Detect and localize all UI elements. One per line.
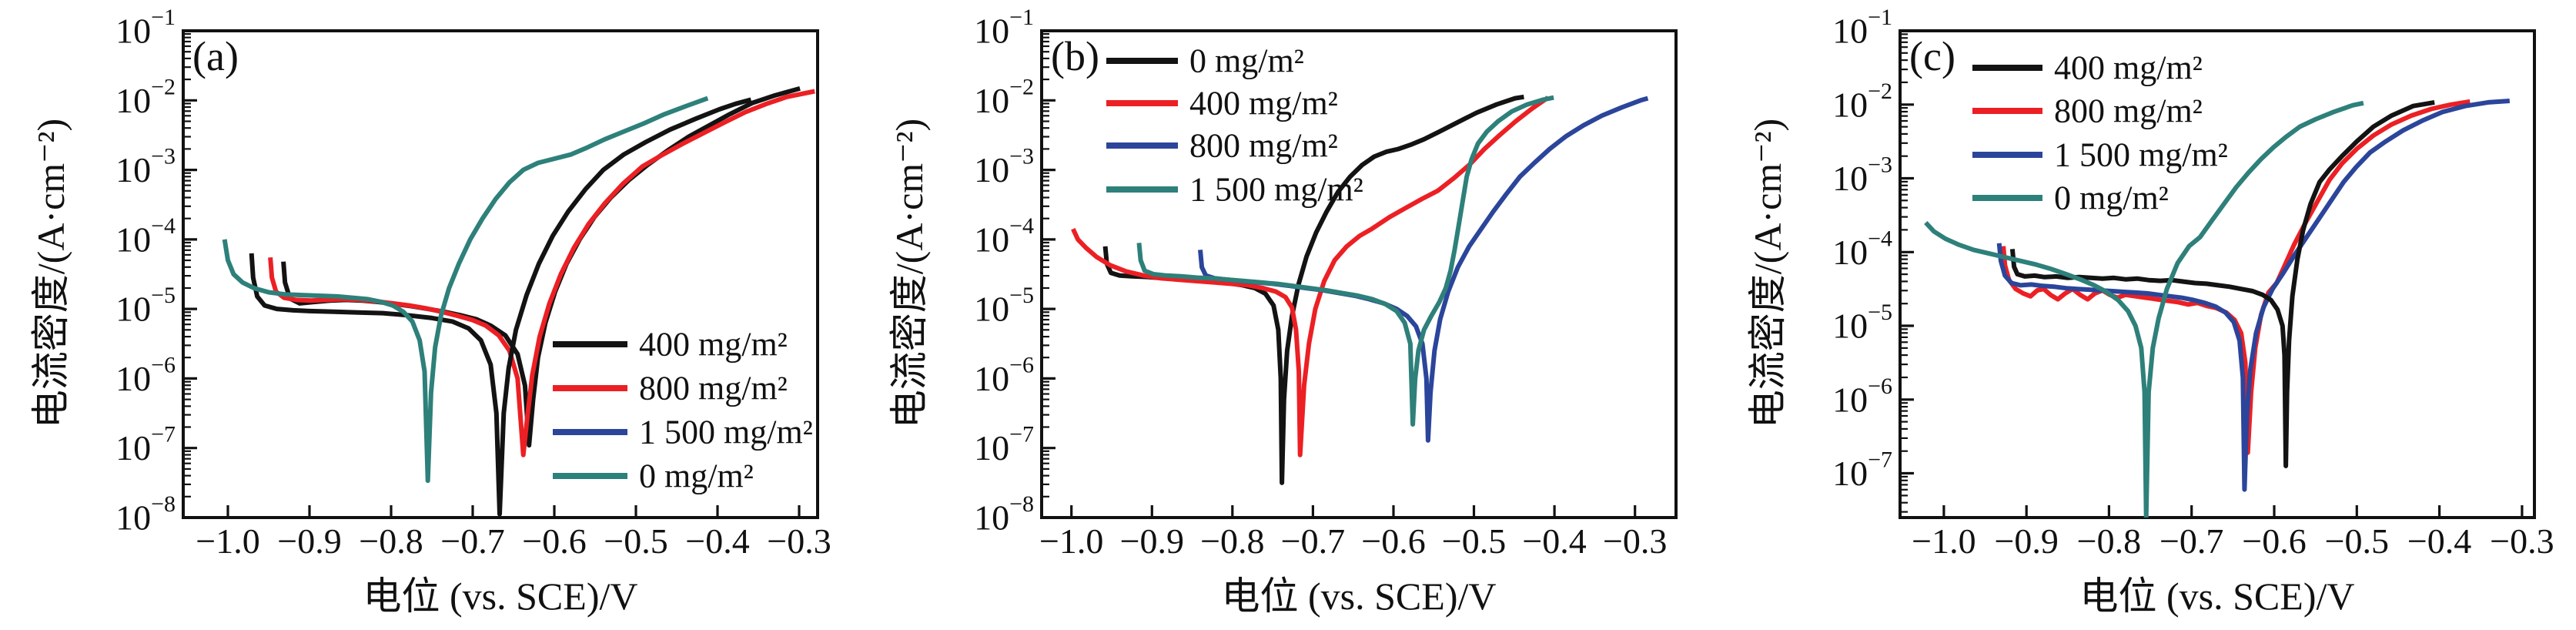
y-tick-label: 10−3: [115, 143, 176, 189]
axes: [1040, 29, 1678, 519]
x-tick-label: −0.3: [2490, 521, 2554, 561]
y-tick-label: 10−2: [974, 74, 1034, 120]
legend-label: 1 500 mg/m²: [1189, 171, 1363, 209]
y-tick-label: 10−7: [115, 421, 176, 467]
legend-label: 800 mg/m²: [2054, 92, 2203, 130]
y-tick-label: 10−1: [115, 5, 176, 51]
x-axis-label: 电位 (vs. SCE)/V: [1221, 575, 1497, 618]
curves: [1071, 94, 1649, 485]
panel-b-chart: −1.0 −0.9 −0.8 −0.7 −0.6 −0.5 −0.4 −0.3 10−1 10−2…: [974, 5, 1678, 561]
legend-label: 800 mg/m²: [639, 370, 788, 407]
y-tick-label: 10−5: [1832, 300, 1892, 346]
x-tick-label: −0.8: [1200, 521, 1264, 561]
axes: [1899, 29, 2536, 519]
legend-label: 1 500 mg/m²: [2054, 136, 2228, 174]
x-tick-label: −0.7: [2159, 521, 2223, 561]
x-tick-label: −0.6: [1361, 521, 1425, 561]
y-tick-label: 10−6: [1832, 373, 1892, 419]
panel-letter-a: (a): [192, 33, 239, 79]
y-tick-label: 10−7: [974, 421, 1034, 467]
y-tick-label: 10−8: [974, 491, 1034, 538]
panel-c-chart: −1.0 −0.9 −0.8 −0.7 −0.6 −0.5 −0.4 −0.3 10−1 10−2…: [1832, 5, 2554, 561]
y-tick-label: 10−2: [1832, 78, 1892, 124]
panel-c: −1.0 −0.9 −0.8 −0.7 −0.6 −0.5 −0.4 −0.3 10−1 10−2…: [1717, 0, 2576, 630]
x-tick-label: −0.5: [604, 521, 667, 561]
plot-frame: [182, 29, 819, 519]
y-tick-label: 10−8: [115, 491, 176, 538]
x-tick-label: −1.0: [1039, 521, 1103, 561]
x-tick-label: −1.0: [196, 521, 259, 561]
legend: 400 mg/m² 800 mg/m² 1 500 mg/m² 0 mg/m²: [553, 326, 813, 495]
legend-label: 400 mg/m²: [639, 326, 788, 364]
panel-a-chart: −1.0 −0.9 −0.8 −0.7 −0.6 −0.5 −0.4 −0.3 10−1 10−2…: [115, 5, 831, 561]
x-tick-label: −1.0: [1912, 521, 1975, 561]
x-tick-label: −0.4: [2407, 521, 2471, 561]
x-tick-label: −0.7: [440, 521, 504, 561]
panel-letter-b: (b): [1051, 33, 1099, 79]
x-tick-label: −0.9: [277, 521, 341, 561]
legend-label: 400 mg/m²: [1189, 85, 1338, 122]
y-tick-label: 10−1: [974, 5, 1034, 51]
legend-label: 400 mg/m²: [2054, 49, 2203, 87]
x-tick-label: −0.7: [1281, 521, 1345, 561]
legend: 0 mg/m² 400 mg/m² 800 mg/m² 1 500 mg/m²: [1106, 42, 1363, 209]
x-tick-label: −0.5: [2325, 521, 2389, 561]
x-tick-label: −0.8: [359, 521, 423, 561]
y-tick-label: 10−2: [115, 74, 176, 120]
panel-b: −1.0 −0.9 −0.8 −0.7 −0.6 −0.5 −0.4 −0.3 10−1 10−2…: [858, 0, 1717, 630]
x-tick-label: −0.9: [1994, 521, 2058, 561]
y-tick-label: 10−5: [974, 283, 1034, 329]
x-tick-label: −0.8: [2077, 521, 2141, 561]
y-tick-label: 10−4: [1832, 226, 1892, 272]
curves: [1924, 99, 2511, 518]
y-axis-label: 电流密度/(A·cm⁻²): [29, 118, 72, 429]
x-axis-label: 电位 (vs. SCE)/V: [2079, 575, 2355, 618]
y-tick-label: 10−1: [1832, 5, 1892, 51]
x-tick-label: −0.4: [685, 521, 749, 561]
y-tick-label: 10−5: [115, 283, 176, 329]
x-tick-label: −0.6: [2242, 521, 2306, 561]
curve-400-mg/m²: [249, 97, 752, 517]
x-tick-label: −0.9: [1120, 521, 1184, 561]
tick-labels: −1.0 −0.9 −0.8 −0.7 −0.6 −0.5 −0.4 −0.3 10−1 10−2…: [974, 5, 1667, 561]
legend-label: 0 mg/m²: [639, 457, 754, 495]
curve-0-mg/m²: [222, 96, 709, 484]
y-tick-label: 10−6: [974, 352, 1034, 398]
y-tick-label: 10−6: [115, 352, 176, 398]
tick-labels: −1.0 −0.9 −0.8 −0.7 −0.6 −0.5 −0.4 −0.3 10−1 10−2…: [1832, 5, 2554, 561]
legend-label: 0 mg/m²: [1189, 42, 1304, 80]
x-tick-label: −0.4: [1522, 521, 1586, 561]
x-tick-label: −0.3: [1603, 521, 1667, 561]
panel-letter-c: (c): [1909, 33, 1955, 79]
curve-0-mg/m²: [1924, 100, 2364, 518]
plot-frame: [1899, 29, 2536, 519]
plot-frame: [1040, 29, 1678, 519]
curves: [222, 86, 815, 517]
curve-800-mg/m²: [268, 89, 815, 457]
y-axis-label: 电流密度/(A·cm⁻²): [1746, 118, 1789, 429]
curve-400-mg/m²: [1071, 96, 1550, 457]
curve-1-500-mg/m²: [1996, 99, 2511, 492]
legend-label: 0 mg/m²: [2054, 179, 2169, 217]
x-axis-label: 电位 (vs. SCE)/V: [363, 575, 638, 618]
y-tick-label: 10−3: [974, 143, 1034, 189]
y-axis-label: 电流密度/(A·cm⁻²): [888, 118, 931, 429]
legend: 400 mg/m² 800 mg/m² 1 500 mg/m² 0 mg/m²: [1972, 49, 2228, 217]
y-tick-label: 10−7: [1832, 447, 1892, 493]
x-tick-label: −0.6: [522, 521, 586, 561]
y-tick-label: 10−3: [1832, 152, 1892, 198]
y-tick-label: 10−4: [115, 213, 176, 259]
legend-label: 800 mg/m²: [1189, 127, 1338, 165]
legend-label: 1 500 mg/m²: [639, 414, 813, 451]
y-tick-label: 10−4: [974, 213, 1034, 259]
panel-a: −1.0 −0.9 −0.8 −0.7 −0.6 −0.5 −0.4 −0.3 10−1 10−2…: [0, 0, 858, 630]
x-tick-label: −0.3: [767, 521, 831, 561]
curve-1-500-mg/m²: [1136, 95, 1554, 427]
x-tick-label: −0.5: [1442, 521, 1506, 561]
axes: [182, 29, 819, 519]
